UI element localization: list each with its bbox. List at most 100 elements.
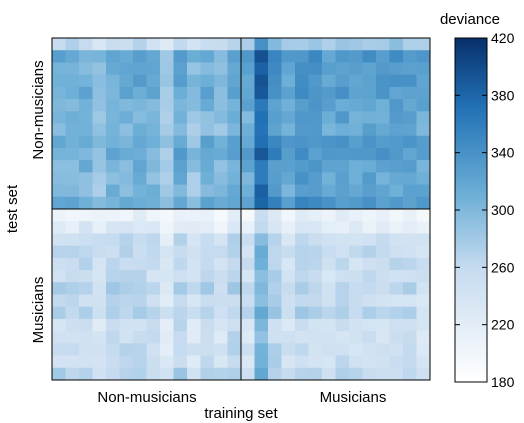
heatmap-cell (268, 209, 282, 222)
heatmap-cell (65, 196, 80, 210)
heatmap-cell (173, 245, 188, 259)
heatmap-cell (227, 99, 242, 112)
heatmap-cell (187, 233, 201, 247)
heatmap-cell (160, 257, 174, 271)
heatmap-cell (349, 196, 363, 210)
heatmap-cell (281, 355, 296, 369)
heatmap-cell (146, 343, 161, 356)
heatmap-cell (160, 367, 174, 381)
heatmap-cell (349, 86, 363, 100)
heatmap-cell (214, 355, 228, 369)
heatmap-cell (79, 221, 93, 234)
heatmap-cell (133, 221, 147, 234)
heatmap-cell (106, 111, 120, 124)
heatmap-cell (241, 38, 255, 51)
heatmap-cell (133, 355, 147, 369)
heatmap-cell (79, 318, 93, 332)
heatmap-cell (295, 306, 309, 320)
heatmap-cell (214, 196, 228, 210)
colorbar-tick-label: 380 (491, 87, 515, 103)
heatmap-cell (335, 147, 350, 161)
heatmap-cell (362, 111, 377, 124)
heatmap-cell (403, 172, 417, 185)
heatmap-cell (349, 147, 363, 161)
heatmap-cell (52, 306, 66, 320)
heatmap-cell (200, 172, 215, 185)
heatmap-cell (92, 282, 107, 295)
heatmap-cell (200, 367, 215, 381)
heatmap-cell (92, 257, 107, 271)
heatmap-cell (187, 318, 201, 332)
heatmap-cell (106, 99, 120, 112)
heatmap-cell (146, 99, 161, 112)
heatmap-cell (389, 331, 404, 344)
heatmap-cell (281, 172, 296, 185)
heatmap-cell (119, 62, 134, 76)
heatmap-cell (335, 270, 350, 283)
heatmap-cell (335, 62, 350, 76)
heatmap-cell (268, 257, 282, 271)
heatmap-cell (308, 221, 323, 234)
heatmap-cell (335, 135, 350, 149)
heatmap-cell (281, 111, 296, 124)
heatmap-cell (241, 331, 255, 344)
heatmap-cell (335, 221, 350, 234)
heatmap-cell (308, 209, 323, 222)
heatmap-cell (146, 123, 161, 137)
heatmap-cell (214, 233, 228, 247)
heatmap-cell (200, 245, 215, 259)
heatmap-cell (376, 331, 390, 344)
heatmap-cell (335, 233, 350, 247)
heatmap-cell (92, 343, 107, 356)
heatmap-cell (349, 367, 363, 381)
heatmap-cell (173, 367, 188, 381)
heatmap-cell (227, 135, 242, 149)
heatmap-cell (349, 50, 363, 63)
heatmap-cell (187, 184, 201, 198)
y-group-label-musicians: Musicians (30, 277, 47, 344)
heatmap-cell (349, 245, 363, 259)
heatmap-cell (322, 209, 336, 222)
heatmap-cell (52, 331, 66, 344)
heatmap-cell (362, 221, 377, 234)
heatmap-cell (403, 111, 417, 124)
heatmap-cell (52, 270, 66, 283)
heatmap-cell (254, 86, 269, 100)
heatmap-cell (200, 62, 215, 76)
y-axis-label: test set (4, 184, 21, 233)
heatmap-cell (349, 184, 363, 198)
heatmap-cell (335, 196, 350, 210)
heatmap-cell (79, 245, 93, 259)
heatmap-cell (214, 294, 228, 308)
heatmap-cell (106, 50, 120, 63)
heatmap-cell (268, 50, 282, 63)
heatmap-cell (92, 62, 107, 76)
colorbar-tick-label: 300 (491, 202, 515, 218)
heatmap-cell (389, 270, 404, 283)
heatmap-cell (65, 270, 80, 283)
heatmap-cell (173, 196, 188, 210)
heatmap-cell (241, 147, 255, 161)
heatmap-cell (79, 343, 93, 356)
heatmap-cell (254, 62, 269, 76)
heatmap-cell (308, 343, 323, 356)
heatmap-cell (160, 233, 174, 247)
heatmap-cell (79, 184, 93, 198)
colorbar-tick-label: 340 (491, 145, 515, 161)
heatmap-cell (403, 184, 417, 198)
heatmap-cell (308, 270, 323, 283)
heatmap-cell (119, 209, 134, 222)
heatmap-cell (173, 172, 188, 185)
heatmap-cell (335, 172, 350, 185)
heatmap-cell (362, 99, 377, 112)
heatmap-cell (119, 331, 134, 344)
heatmap-cell (92, 184, 107, 198)
heatmap-cell (106, 62, 120, 76)
heatmap-cell (146, 147, 161, 161)
heatmap-cell (146, 233, 161, 247)
heatmap-cell (65, 257, 80, 271)
heatmap-cell (322, 160, 336, 173)
heatmap-cell (173, 209, 188, 222)
heatmap-cell (362, 294, 377, 308)
heatmap-cell (362, 331, 377, 344)
